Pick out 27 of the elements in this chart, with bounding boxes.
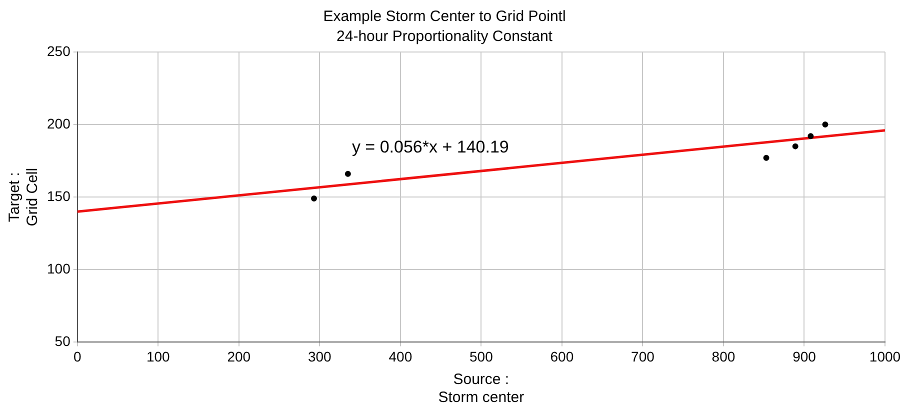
x-tick-label: 500 (470, 348, 494, 364)
chart-title: Example Storm Center to Grid Pointl (323, 8, 566, 26)
x-tick-label: 600 (550, 348, 574, 364)
x-tick-label: 200 (227, 348, 251, 364)
annotation: y = 0.056*x + 140.19 (352, 137, 509, 156)
y-tick-label: 150 (47, 188, 71, 204)
x-tick-label: 400 (388, 348, 412, 364)
chart-subtitle: 24-hour Proportionality Constant (336, 28, 554, 46)
x-tick-label: 700 (631, 348, 655, 364)
x-tick-label: 0 (73, 348, 82, 364)
x-tick-label: 900 (792, 348, 816, 364)
point (792, 143, 798, 150)
x-tick-label: 100 (146, 348, 170, 364)
x-tick-label: 300 (308, 348, 332, 364)
y-tick-label: 200 (47, 115, 71, 132)
x-axis-title: Source : Storm center (438, 371, 524, 406)
x-tick-label: 800 (712, 348, 736, 364)
point (311, 196, 317, 202)
y-axis-title: Target : Grid Cell (6, 168, 42, 226)
y-tick-label: 50 (54, 333, 71, 350)
point (344, 170, 351, 177)
point (763, 154, 770, 161)
y-tick-label: 100 (47, 260, 71, 277)
point (808, 133, 814, 140)
point (822, 122, 828, 128)
x-tick-label: 1000 (869, 348, 901, 364)
y-tick-label: 250 (47, 42, 71, 59)
